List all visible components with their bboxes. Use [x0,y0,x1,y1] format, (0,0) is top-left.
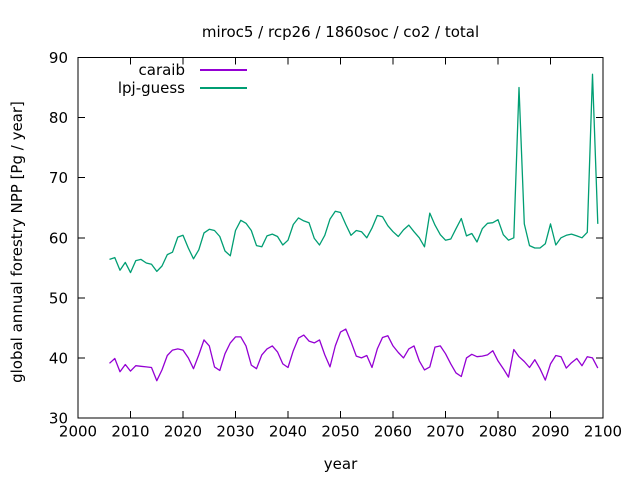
legend-item-lpj-guess: lpj-guess [78,79,247,97]
y-tick-label: 70 [49,169,68,187]
x-tick-label: 2020 [164,423,202,441]
y-tick-label: 50 [49,289,68,307]
y-tick-label: 90 [49,49,68,67]
y-tick-label: 80 [49,109,68,127]
x-tick-label: 2040 [269,423,307,441]
x-tick-label: 2090 [531,423,569,441]
x-tick-label: 2010 [111,423,149,441]
x-tick-label: 2050 [321,423,359,441]
legend-label-lpj-guess: lpj-guess [117,79,185,97]
x-tick-label: 2000 [59,423,97,441]
series-line-caraib [109,328,599,382]
x-tick-label: 2100 [584,423,622,441]
x-tick-label: 2070 [426,423,464,441]
legend-line-lpj-guess [200,87,247,89]
y-tick-label: 60 [49,229,68,247]
y-axis-label: global annual forestry NPP [Pg / year] [8,101,26,383]
legend-item-caraib: caraib [78,61,247,79]
x-tick-label: 2080 [479,423,517,441]
y-tick-label: 40 [49,349,68,367]
plot-border [77,57,604,419]
legend-line-caraib [200,69,247,71]
chart-title: miroc5 / rcp26 / 1860soc / co2 / total [201,23,480,41]
x-tick-label: 2060 [374,423,412,441]
series-line-lpj-guess [109,73,599,274]
legend-label-caraib: caraib [138,61,186,79]
x-tick-label: 2030 [216,423,254,441]
x-axis-label: year [323,455,358,473]
y-tick-label: 30 [49,410,68,428]
